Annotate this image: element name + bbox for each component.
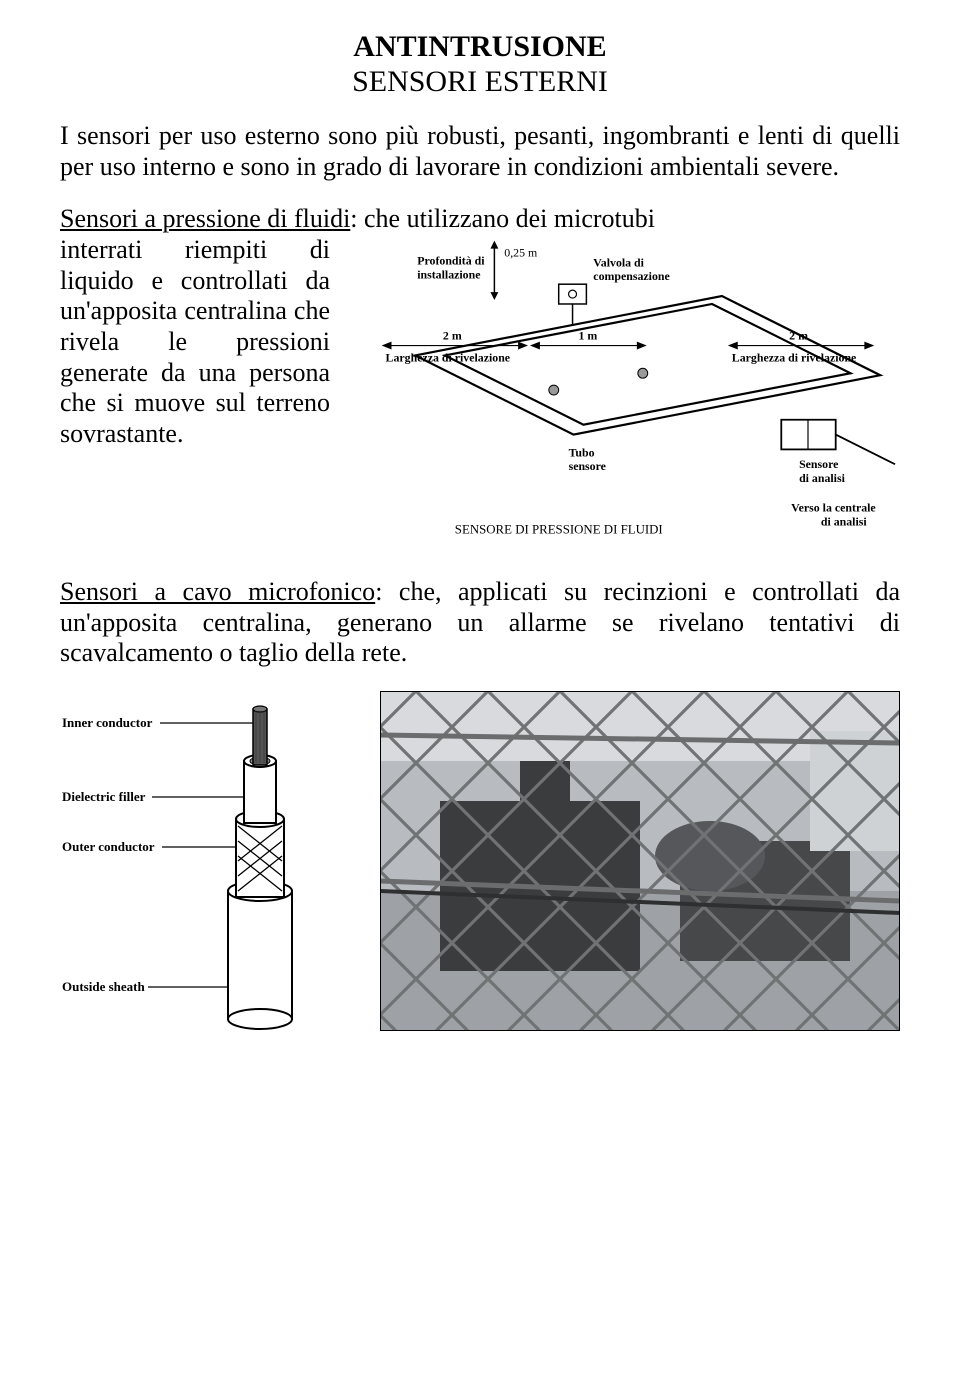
- fluid-sensor-diagram-wrap: Profondità di installazione 0,25 m Valvo…: [346, 235, 900, 555]
- diagram-value-profondita: 0,25 m: [504, 246, 538, 260]
- diagram-label-verso-2: di analisi: [821, 515, 868, 529]
- diagram-label-larghezza-left: Larghezza di rivelazione: [386, 350, 511, 364]
- cable-diagram: Inner conductor Dielectric filler Outer …: [60, 691, 360, 1031]
- intro-paragraph: I sensori per uso esterno sono più robus…: [60, 121, 900, 182]
- page-subtitle: SENSORI ESTERNI: [60, 65, 900, 100]
- diagram-label-tubo-1: Tubo: [569, 445, 595, 459]
- fluid-sensor-section: interrati riempiti di liquido e controll…: [60, 235, 900, 555]
- micro-sensor-lead: Sensori a cavo microfonico: [60, 577, 375, 606]
- diagram-label-valvola-1: Valvola di: [593, 255, 644, 269]
- fluid-sensor-lead-line: Sensori a pressione di fluidi: che utili…: [60, 204, 900, 235]
- diagram-label-profondita-1: Profondità di: [417, 253, 485, 267]
- diagram-label-sensore-1: Sensore: [799, 457, 838, 471]
- diagram-value-gap: 1 m: [578, 329, 597, 343]
- diagram-label-tubo-2: sensore: [569, 459, 606, 473]
- diagram-label-sensore-2: di analisi: [799, 471, 846, 485]
- cable-label-dielectric: Dielectric filler: [62, 789, 146, 804]
- diagram-label-larghezza-right: Larghezza di rivelazione: [732, 350, 857, 364]
- page-title: ANTINTRUSIONE: [60, 30, 900, 65]
- cable-label-outer: Outer conductor: [62, 839, 155, 854]
- diagram-label-profondita-2: installazione: [417, 267, 480, 281]
- diagram-value-larghezza-left: 2 m: [443, 329, 462, 343]
- fluid-sensor-text: interrati riempiti di liquido e controll…: [60, 235, 330, 555]
- diagram-value-larghezza-right: 2 m: [789, 329, 808, 343]
- fluid-sensor-lead-after: : che utilizzano dei microtubi: [350, 204, 655, 233]
- fence-photo: [380, 691, 900, 1031]
- diagram-caption: SENSORE DI PRESSIONE DI FLUIDI: [455, 523, 663, 537]
- diagram-label-valvola-2: compensazione: [593, 269, 669, 283]
- bottom-figures-row: Inner conductor Dielectric filler Outer …: [60, 691, 900, 1031]
- diagram-label-verso-1: Verso la centrale: [791, 501, 876, 515]
- micro-sensor-paragraph: Sensori a cavo microfonico: che, applica…: [60, 577, 900, 669]
- fluid-sensor-diagram: Profondità di installazione 0,25 m Valvo…: [346, 235, 900, 555]
- cable-label-inner: Inner conductor: [62, 715, 153, 730]
- cable-label-sheath: Outside sheath: [62, 979, 145, 994]
- fluid-sensor-lead: Sensori a pressione di fluidi: [60, 204, 350, 233]
